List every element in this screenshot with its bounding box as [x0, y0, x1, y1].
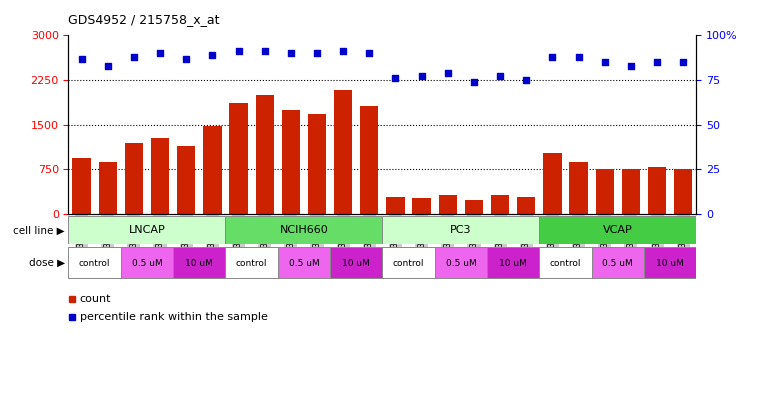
Point — [180, 55, 193, 62]
Bar — [644, 248, 696, 278]
Bar — [438, 195, 457, 214]
Text: 0.5 uM: 0.5 uM — [288, 259, 320, 268]
Bar — [387, 198, 405, 214]
Bar — [360, 106, 378, 214]
Point — [546, 54, 559, 60]
Point — [337, 48, 349, 55]
Bar — [517, 197, 536, 214]
Bar — [622, 169, 640, 214]
Bar — [330, 248, 383, 278]
Text: dose ▶: dose ▶ — [29, 258, 65, 268]
Bar — [177, 146, 196, 214]
Bar — [412, 198, 431, 214]
Point — [441, 70, 454, 76]
Point — [677, 59, 689, 65]
Bar — [334, 90, 352, 214]
Bar — [282, 110, 300, 214]
Bar — [543, 153, 562, 214]
Bar — [174, 248, 225, 278]
Point — [390, 75, 402, 81]
Point — [363, 50, 375, 56]
Bar — [491, 195, 509, 214]
Text: 10 uM: 10 uM — [342, 259, 370, 268]
Point — [154, 50, 166, 56]
Point — [416, 73, 428, 80]
Point — [599, 59, 611, 65]
Point — [494, 73, 506, 80]
Bar — [256, 95, 274, 214]
Point — [521, 77, 533, 83]
Bar — [99, 162, 117, 214]
Point — [285, 50, 297, 56]
Bar — [592, 248, 644, 278]
Text: VCAP: VCAP — [603, 225, 632, 235]
Point — [572, 54, 584, 60]
Text: percentile rank within the sample: percentile rank within the sample — [80, 312, 268, 322]
Text: control: control — [393, 259, 425, 268]
Bar — [569, 162, 587, 214]
Text: control: control — [79, 259, 110, 268]
Bar — [435, 248, 487, 278]
Bar — [383, 248, 435, 278]
Point — [259, 48, 271, 55]
Bar — [225, 248, 278, 278]
Text: LNCAP: LNCAP — [129, 225, 165, 235]
Point — [311, 50, 323, 56]
Bar — [72, 158, 91, 214]
Text: 10 uM: 10 uM — [499, 259, 527, 268]
Bar — [151, 138, 169, 214]
Text: control: control — [549, 259, 581, 268]
Text: cell line ▶: cell line ▶ — [13, 225, 65, 235]
Point — [232, 48, 244, 55]
Point — [128, 54, 140, 60]
Bar — [674, 169, 693, 214]
Bar — [487, 248, 540, 278]
Bar — [383, 216, 540, 244]
Bar — [125, 143, 143, 214]
Bar — [465, 200, 483, 214]
Text: GDS4952 / 215758_x_at: GDS4952 / 215758_x_at — [68, 13, 220, 26]
Text: 10 uM: 10 uM — [656, 259, 684, 268]
Bar — [203, 126, 221, 214]
Text: NCIH660: NCIH660 — [279, 225, 328, 235]
Bar — [68, 248, 121, 278]
Bar — [68, 216, 225, 244]
Point — [102, 62, 114, 69]
Bar — [540, 248, 592, 278]
Text: 10 uM: 10 uM — [186, 259, 213, 268]
Point — [625, 62, 637, 69]
Text: PC3: PC3 — [450, 225, 472, 235]
Text: 0.5 uM: 0.5 uM — [132, 259, 162, 268]
Bar — [648, 167, 666, 214]
Bar — [225, 216, 383, 244]
Bar — [229, 103, 247, 214]
Point — [468, 79, 480, 85]
Point — [75, 55, 88, 62]
Bar — [540, 216, 696, 244]
Bar — [308, 114, 326, 214]
Bar — [596, 169, 614, 214]
Point — [651, 59, 663, 65]
Bar — [278, 248, 330, 278]
Text: 0.5 uM: 0.5 uM — [603, 259, 633, 268]
Text: control: control — [236, 259, 267, 268]
Bar — [121, 248, 174, 278]
Text: 0.5 uM: 0.5 uM — [445, 259, 476, 268]
Text: count: count — [80, 294, 111, 305]
Point — [206, 52, 218, 58]
